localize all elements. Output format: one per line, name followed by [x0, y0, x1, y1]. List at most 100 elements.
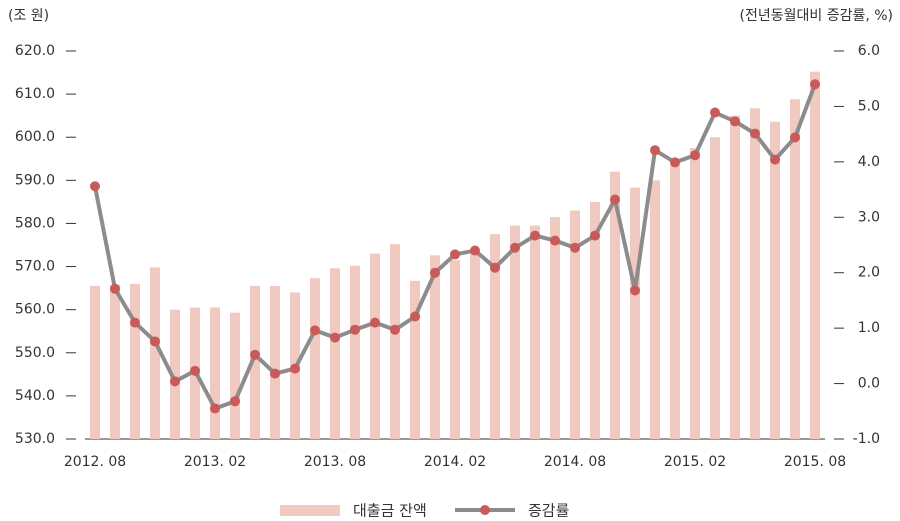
bar — [470, 253, 480, 439]
bar — [490, 234, 500, 439]
marker — [810, 79, 820, 90]
bar — [770, 121, 780, 440]
bar — [370, 253, 380, 439]
bar — [110, 284, 120, 439]
x-tick-label: 2014. 08 — [544, 454, 606, 470]
marker — [230, 396, 240, 407]
marker — [270, 368, 280, 379]
bar — [590, 201, 600, 439]
x-tick-label: 2015. 02 — [664, 454, 726, 470]
marker — [290, 363, 300, 374]
y2-tick-label: 4.0 — [858, 154, 880, 170]
legend-swatch — [280, 505, 340, 516]
y2-axis-label: (전년동월대비 증감률, %) — [740, 8, 894, 24]
y2-tick-label: -1.0 — [853, 431, 880, 447]
bar — [250, 285, 260, 439]
marker — [690, 150, 700, 161]
marker — [450, 249, 460, 260]
bar — [350, 265, 360, 439]
legend-marker — [480, 505, 490, 515]
marker — [630, 285, 640, 296]
marker — [430, 267, 440, 278]
y-tick-label: 580.0 — [15, 215, 55, 231]
marker — [570, 242, 580, 253]
marker — [90, 181, 100, 192]
marker — [470, 245, 480, 256]
bar — [550, 216, 560, 439]
y-tick-label: 570.0 — [15, 259, 55, 275]
x-tick-label: 2013. 08 — [304, 454, 366, 470]
bar — [730, 115, 740, 440]
bar — [90, 285, 100, 439]
marker — [550, 235, 560, 246]
bar — [670, 165, 680, 439]
bar — [310, 278, 320, 439]
marker — [530, 230, 540, 241]
bar — [790, 99, 800, 439]
y-tick-label: 610.0 — [15, 86, 55, 102]
marker — [410, 311, 420, 322]
marker — [110, 283, 120, 294]
bar — [630, 187, 640, 439]
bar — [270, 285, 280, 439]
marker — [130, 317, 140, 328]
bar — [150, 267, 160, 439]
marker — [590, 230, 600, 241]
marker — [750, 128, 760, 139]
y-tick-label: 550.0 — [15, 345, 55, 361]
y-tick-label: 530.0 — [15, 431, 55, 447]
marker — [330, 332, 340, 343]
bar — [710, 137, 720, 439]
bar — [390, 244, 400, 439]
marker — [610, 194, 620, 205]
bar — [530, 225, 540, 439]
marker — [190, 365, 200, 376]
x-tick-label: 2015. 08 — [784, 454, 846, 470]
bar — [410, 280, 420, 439]
y2-tick-label: 5.0 — [858, 98, 880, 114]
x-tick-label: 2013. 02 — [184, 454, 246, 470]
y2-tick-label: 2.0 — [858, 265, 880, 281]
bar — [810, 71, 820, 440]
y-tick-label: 590.0 — [15, 172, 55, 188]
bar — [230, 312, 240, 439]
y-tick-label: 600.0 — [15, 129, 55, 145]
marker — [730, 116, 740, 127]
marker — [390, 324, 400, 335]
marker — [310, 325, 320, 336]
bar — [650, 180, 660, 440]
marker — [370, 317, 380, 328]
bar — [130, 283, 140, 439]
marker — [670, 157, 680, 168]
y-tick-label: 560.0 — [15, 302, 55, 318]
bar — [570, 210, 580, 439]
marker — [250, 349, 260, 360]
x-tick-label: 2012. 08 — [64, 454, 126, 470]
marker — [170, 376, 180, 387]
marker — [150, 336, 160, 347]
bar — [210, 307, 220, 439]
marker — [770, 154, 780, 165]
marker — [790, 132, 800, 143]
legend-label: 증감률 — [528, 502, 570, 520]
y-axis-label: (조 원) — [8, 8, 49, 24]
bar — [610, 171, 620, 439]
y2-tick-label: 3.0 — [858, 209, 880, 225]
bar — [750, 108, 760, 440]
legend-label: 대출금 잔액 — [353, 502, 427, 520]
marker — [710, 107, 720, 118]
y2-tick-label: 0.0 — [858, 376, 880, 392]
y2-tick-label: 1.0 — [858, 320, 880, 336]
marker — [490, 262, 500, 273]
marker — [350, 324, 360, 335]
bar — [170, 309, 180, 439]
marker — [650, 145, 660, 156]
y-tick-label: 540.0 — [15, 388, 55, 404]
bar — [450, 260, 460, 439]
bar — [510, 225, 520, 439]
marker — [510, 242, 520, 253]
bar — [690, 148, 700, 439]
y2-tick-label: 6.0 — [858, 43, 880, 59]
bar — [330, 268, 340, 439]
